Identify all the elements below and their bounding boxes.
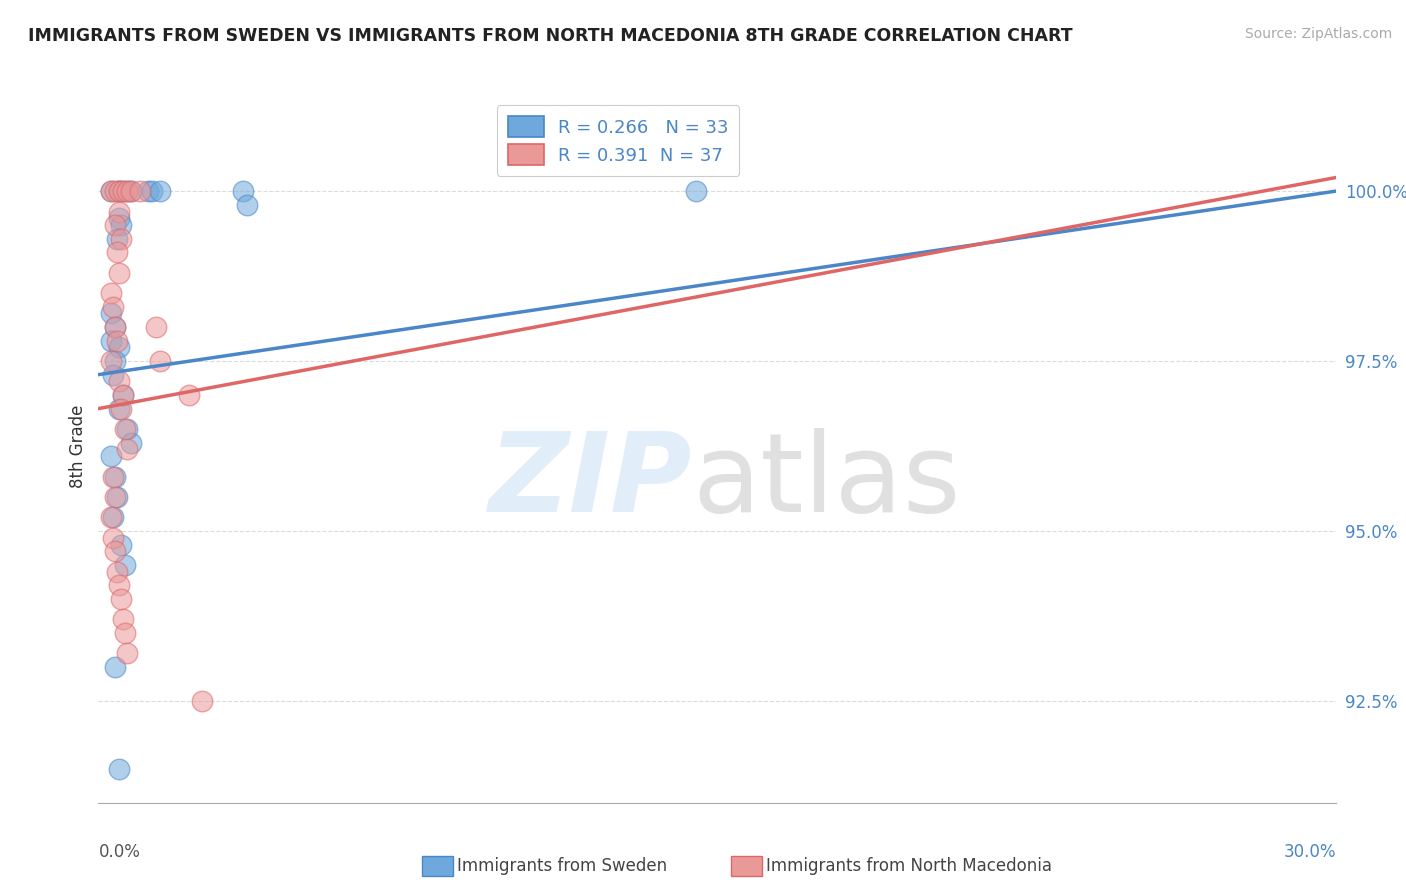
Point	[117, 646, 139, 660]
Point	[685, 184, 707, 198]
Point	[108, 184, 131, 198]
Point	[104, 320, 127, 334]
Point	[114, 626, 136, 640]
Point	[108, 341, 131, 355]
Point	[108, 375, 131, 389]
Point	[120, 435, 142, 450]
Legend: R = 0.266   N = 33, R = 0.391  N = 37: R = 0.266 N = 33, R = 0.391 N = 37	[496, 105, 740, 176]
Point	[117, 442, 139, 457]
Point	[112, 388, 135, 402]
Point	[105, 490, 128, 504]
Text: IMMIGRANTS FROM SWEDEN VS IMMIGRANTS FROM NORTH MACEDONIA 8TH GRADE CORRELATION : IMMIGRANTS FROM SWEDEN VS IMMIGRANTS FRO…	[28, 27, 1073, 45]
Point	[110, 218, 132, 232]
Point	[108, 762, 131, 776]
Text: Immigrants from North Macedonia: Immigrants from North Macedonia	[766, 857, 1052, 875]
Point	[108, 184, 131, 198]
Point	[104, 354, 127, 368]
Point	[114, 558, 136, 572]
Point	[100, 306, 122, 320]
Point	[141, 184, 163, 198]
Point	[100, 449, 122, 463]
Point	[117, 184, 139, 198]
Point	[117, 184, 139, 198]
Text: Source: ZipAtlas.com: Source: ZipAtlas.com	[1244, 27, 1392, 41]
Text: atlas: atlas	[692, 428, 960, 535]
Point	[120, 184, 142, 198]
Point	[105, 232, 128, 246]
Point	[100, 184, 122, 198]
Point	[101, 469, 124, 483]
Point	[101, 300, 124, 314]
Point	[104, 490, 127, 504]
Point	[101, 531, 124, 545]
Point	[112, 612, 135, 626]
Text: 0.0%: 0.0%	[98, 843, 141, 861]
Point	[110, 232, 132, 246]
Point	[101, 510, 124, 524]
Point	[112, 184, 135, 198]
Point	[105, 565, 128, 579]
Point	[112, 388, 135, 402]
Point	[108, 204, 131, 219]
Point	[110, 401, 132, 416]
Point	[104, 469, 127, 483]
Point	[120, 184, 142, 198]
Point	[110, 537, 132, 551]
Point	[108, 184, 131, 198]
Point	[104, 320, 127, 334]
Text: 30.0%: 30.0%	[1284, 843, 1336, 861]
Y-axis label: 8th Grade: 8th Grade	[69, 404, 87, 488]
Point	[105, 245, 128, 260]
Point	[136, 184, 159, 198]
Point	[190, 694, 212, 708]
Point	[236, 198, 259, 212]
Point	[108, 401, 131, 416]
Point	[179, 388, 201, 402]
Text: ZIP: ZIP	[489, 428, 692, 535]
Point	[149, 354, 172, 368]
Point	[149, 184, 172, 198]
Point	[101, 368, 124, 382]
Point	[104, 660, 127, 674]
Point	[108, 266, 131, 280]
Point	[232, 184, 254, 198]
Point	[112, 184, 135, 198]
Point	[145, 320, 167, 334]
Point	[100, 354, 122, 368]
Point	[100, 286, 122, 301]
Point	[108, 211, 131, 226]
Point	[104, 184, 127, 198]
Point	[117, 422, 139, 436]
Point	[105, 334, 128, 348]
Text: Immigrants from Sweden: Immigrants from Sweden	[457, 857, 666, 875]
Point	[128, 184, 150, 198]
Point	[104, 218, 127, 232]
Point	[100, 334, 122, 348]
Point	[114, 422, 136, 436]
Point	[108, 578, 131, 592]
Point	[100, 510, 122, 524]
Point	[104, 544, 127, 558]
Point	[110, 591, 132, 606]
Point	[100, 184, 122, 198]
